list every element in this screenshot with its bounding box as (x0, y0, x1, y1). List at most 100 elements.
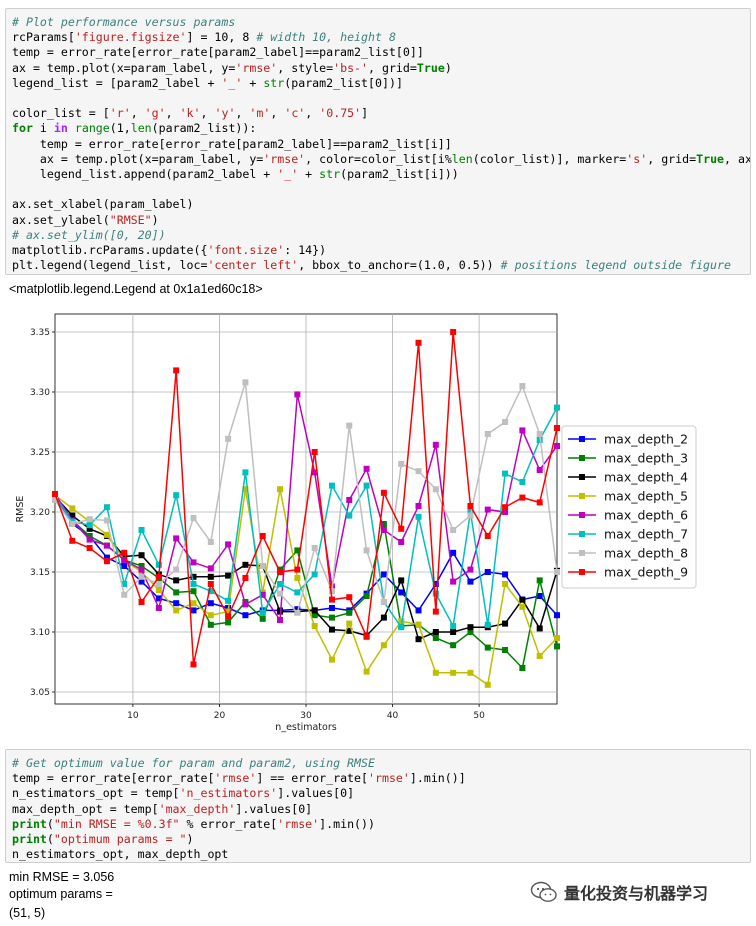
data-point (484, 681, 491, 688)
data-point (69, 521, 76, 527)
data-point (502, 647, 509, 653)
data-point (242, 612, 249, 619)
data-point (311, 607, 318, 614)
legend-item: max_depth_7 (568, 527, 688, 542)
watermark-text: 量化投资与机器学习 (564, 884, 709, 903)
code-line: temp = error_rate[error_rate['rmse'] == … (12, 771, 744, 786)
data-point (554, 643, 560, 650)
data-point (103, 531, 110, 538)
code-line: n_estimators_opt, max_depth_opt (12, 847, 744, 862)
data-point (467, 578, 474, 585)
data-point (225, 597, 232, 604)
data-point (536, 499, 543, 506)
data-point (190, 573, 197, 580)
code-token: n_estimators_opt, max_depth_opt (12, 847, 229, 862)
data-point (103, 542, 110, 549)
code-token: 'm' (249, 106, 271, 121)
code-cell-plot[interactable]: # Plot performance versus params rcParams… (5, 8, 751, 275)
output-min-rmse: min RMSE = 3.056 (9, 870, 115, 884)
data-point (398, 618, 405, 625)
legend-label: max_depth_3 (604, 451, 688, 466)
data-point (207, 588, 214, 595)
code-line: legend_list = [param2_label + '_' + str(… (12, 76, 744, 91)
code-token: ( (46, 832, 54, 847)
code-token: + (298, 167, 320, 182)
data-point (155, 595, 162, 602)
legend-item: max_depth_4 (568, 470, 688, 485)
data-point (328, 605, 335, 611)
data-point (380, 521, 387, 527)
data-point (450, 527, 457, 533)
code-token: + (242, 75, 264, 90)
data-point (311, 469, 318, 476)
y-axis-label: RMSE (15, 496, 26, 523)
legend-marker (579, 436, 585, 442)
code-token: temp = error_rate[error_rate[param2_labe… (12, 136, 452, 151)
data-point (554, 425, 560, 431)
code-token: 's' (626, 151, 648, 166)
code-line: # Plot performance versus params (12, 15, 744, 30)
data-point (155, 581, 162, 587)
data-point (519, 665, 526, 671)
data-point (138, 599, 145, 605)
data-point (536, 653, 543, 659)
data-point (502, 504, 509, 511)
code-cell-optimum[interactable]: # Get optimum value for param and param2… (5, 749, 751, 863)
code-token: (param2_list)): (151, 121, 257, 136)
code-token: range (74, 121, 110, 136)
data-point (121, 553, 128, 560)
y-tick-label: 3.05 (30, 688, 50, 698)
code-token: ] (361, 106, 369, 121)
data-point (155, 573, 162, 580)
series-max_depth_4 (52, 493, 560, 643)
legend-box (561, 425, 697, 589)
code-line: ax = temp.plot(x=param_label, y='rmse', … (12, 151, 750, 167)
code-token: 'n_estimators' (179, 786, 278, 801)
data-point (363, 465, 370, 472)
data-point (363, 482, 370, 489)
code-token: 'center left' (207, 258, 299, 273)
code-token: 'max_depth' (158, 801, 236, 816)
legend-label: max_depth_6 (604, 508, 688, 523)
code-token: ) (186, 832, 194, 847)
code-token: (1, (109, 121, 131, 136)
code-token: temp = error_rate[error_rate[ (12, 771, 215, 786)
data-point (277, 617, 284, 623)
code-token: str (263, 75, 285, 90)
code-token: True (416, 60, 445, 75)
y-tick-label: 3.30 (30, 388, 50, 398)
code-token: for (12, 121, 33, 136)
code-token: 'bs-' (333, 60, 369, 75)
data-point (103, 558, 110, 565)
code-line: color_list = ['r', 'g', 'k', 'y', 'm', '… (12, 106, 744, 121)
code-token: , (165, 106, 180, 121)
data-point (484, 644, 491, 651)
code-line: max_depth_opt = temp['max_depth'].values… (12, 802, 744, 817)
series-max_depth_9 (52, 329, 560, 668)
code-token: # Get optimum value for param and param2… (12, 756, 375, 770)
data-point (346, 627, 353, 634)
data-point (415, 513, 422, 520)
data-point (242, 469, 249, 476)
data-point (225, 572, 232, 579)
data-point (259, 591, 266, 598)
code-token: , (270, 106, 285, 121)
data-point (432, 486, 439, 493)
data-point (311, 545, 318, 551)
code-token: , (200, 106, 215, 121)
data-point (277, 581, 284, 587)
data-point (380, 599, 387, 605)
data-point (190, 607, 197, 614)
data-point (484, 533, 491, 539)
data-point (536, 467, 543, 473)
data-point (380, 489, 387, 496)
data-point (450, 623, 457, 629)
code-token: ax = temp.plot(x=param_label, y= (12, 151, 264, 166)
data-point (52, 497, 58, 503)
data-point (155, 587, 162, 593)
legend-label: max_depth_9 (604, 565, 688, 580)
data-point (225, 608, 232, 615)
data-point (346, 620, 353, 627)
data-point (432, 441, 439, 448)
x-tick-label: 50 (473, 711, 485, 721)
